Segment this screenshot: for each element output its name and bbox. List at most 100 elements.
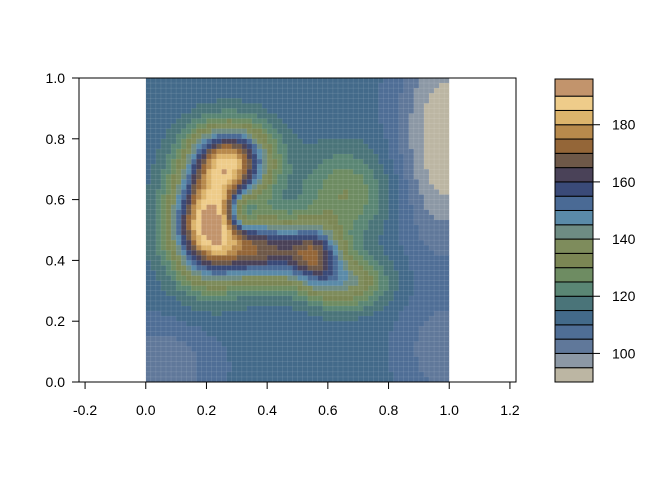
heatmap-cell: [388, 148, 394, 155]
heatmap-cell: [373, 164, 379, 170]
heatmap-cell: [201, 275, 207, 282]
heatmap-cell: [272, 154, 278, 160]
heatmap-cell: [408, 179, 415, 185]
heatmap-cell: [150, 336, 157, 342]
heatmap-cell: [257, 326, 263, 332]
heatmap-cell: [358, 321, 364, 327]
heatmap-cell: [322, 164, 329, 170]
heatmap-cell: [429, 285, 435, 292]
heatmap-cell: [211, 103, 217, 109]
heatmap-cell: [418, 88, 425, 94]
heatmap-cell: [353, 366, 359, 373]
heatmap-cell: [150, 255, 157, 261]
heatmap-cell: [206, 159, 212, 165]
heatmap-cell: [201, 306, 207, 312]
colorbar-swatch: [554, 224, 594, 240]
heatmap-cell: [413, 316, 420, 322]
heatmap-cell: [439, 295, 445, 302]
heatmap-cell: [292, 240, 298, 246]
heatmap-cell: [429, 376, 435, 382]
heatmap-cell: [171, 123, 177, 130]
heatmap-cell: [231, 351, 238, 358]
heatmap-cell: [262, 118, 268, 124]
heatmap-cell: [171, 224, 177, 231]
heatmap-cell: [348, 174, 354, 180]
heatmap-cell: [211, 159, 217, 165]
heatmap-cell: [363, 103, 369, 109]
heatmap-cell: [403, 280, 410, 287]
heatmap-cell: [358, 108, 364, 114]
heatmap-cell: [439, 356, 445, 363]
heatmap-cell: [307, 260, 314, 266]
heatmap-cell: [348, 113, 354, 119]
heatmap-cell: [327, 199, 334, 206]
heatmap-cell: [343, 255, 349, 261]
heatmap-cell: [388, 285, 394, 292]
heatmap-cell: [246, 164, 253, 170]
heatmap-cell: [231, 270, 238, 276]
heatmap-cell: [216, 270, 223, 276]
heatmap-cell: [150, 224, 157, 231]
heatmap-cell: [277, 93, 283, 99]
heatmap-cell: [327, 371, 334, 378]
heatmap-cell: [429, 311, 435, 317]
heatmap-cell: [257, 306, 263, 312]
heatmap-cell: [322, 88, 329, 94]
heatmap-cell: [358, 280, 364, 287]
heatmap-cell: [181, 230, 187, 236]
heatmap-cell: [373, 311, 379, 317]
heatmap-cell: [160, 93, 167, 99]
heatmap-cell: [287, 219, 293, 226]
heatmap-cell: [160, 351, 167, 358]
heatmap-cell: [150, 285, 157, 292]
heatmap-cell: [358, 113, 364, 119]
heatmap-cell: [368, 138, 374, 145]
heatmap-cell: [343, 285, 349, 292]
heatmap-cell: [251, 376, 258, 382]
heatmap-cell: [353, 103, 359, 109]
heatmap-cell: [378, 93, 384, 99]
heatmap-cell: [206, 143, 212, 150]
heatmap-cell: [378, 280, 384, 287]
heatmap-cell: [191, 255, 197, 261]
heatmap-cell: [282, 128, 288, 135]
heatmap-cell: [176, 230, 182, 236]
heatmap-cell: [231, 321, 238, 327]
heatmap-cell: [171, 138, 177, 145]
heatmap-cell: [393, 280, 400, 287]
heatmap-cell: [418, 245, 425, 251]
heatmap-cell: [267, 128, 273, 135]
heatmap-cell: [444, 189, 450, 195]
heatmap-cell: [231, 103, 238, 109]
heatmap-cell: [398, 214, 405, 221]
heatmap-cell: [388, 240, 394, 246]
heatmap-cell: [439, 376, 445, 382]
heatmap-cell: [312, 108, 319, 114]
heatmap-cell: [241, 164, 248, 170]
heatmap-cell: [262, 174, 268, 180]
heatmap-cell: [272, 199, 278, 206]
heatmap-cell: [368, 128, 374, 135]
heatmap-cell: [241, 230, 248, 236]
heatmap-cell: [287, 204, 293, 211]
heatmap-cell: [176, 93, 182, 99]
heatmap-cell: [378, 123, 384, 130]
heatmap-cell: [327, 376, 334, 382]
heatmap-cell: [327, 113, 334, 119]
heatmap-cell: [312, 133, 319, 140]
heatmap-cell: [206, 275, 212, 282]
heatmap-cell: [373, 245, 379, 251]
heatmap-cell: [277, 123, 283, 130]
heatmap-cell: [413, 174, 420, 180]
heatmap-cell: [353, 204, 359, 211]
heatmap-cell: [312, 103, 319, 109]
heatmap-cell: [251, 174, 258, 180]
heatmap-cell: [444, 316, 450, 322]
heatmap-cell: [201, 331, 207, 337]
heatmap-cell: [231, 295, 238, 302]
heatmap-cell: [337, 275, 344, 282]
heatmap-cell: [439, 311, 445, 317]
heatmap-cell: [408, 285, 415, 292]
heatmap-cell: [393, 275, 400, 282]
heatmap-cell: [186, 164, 192, 170]
